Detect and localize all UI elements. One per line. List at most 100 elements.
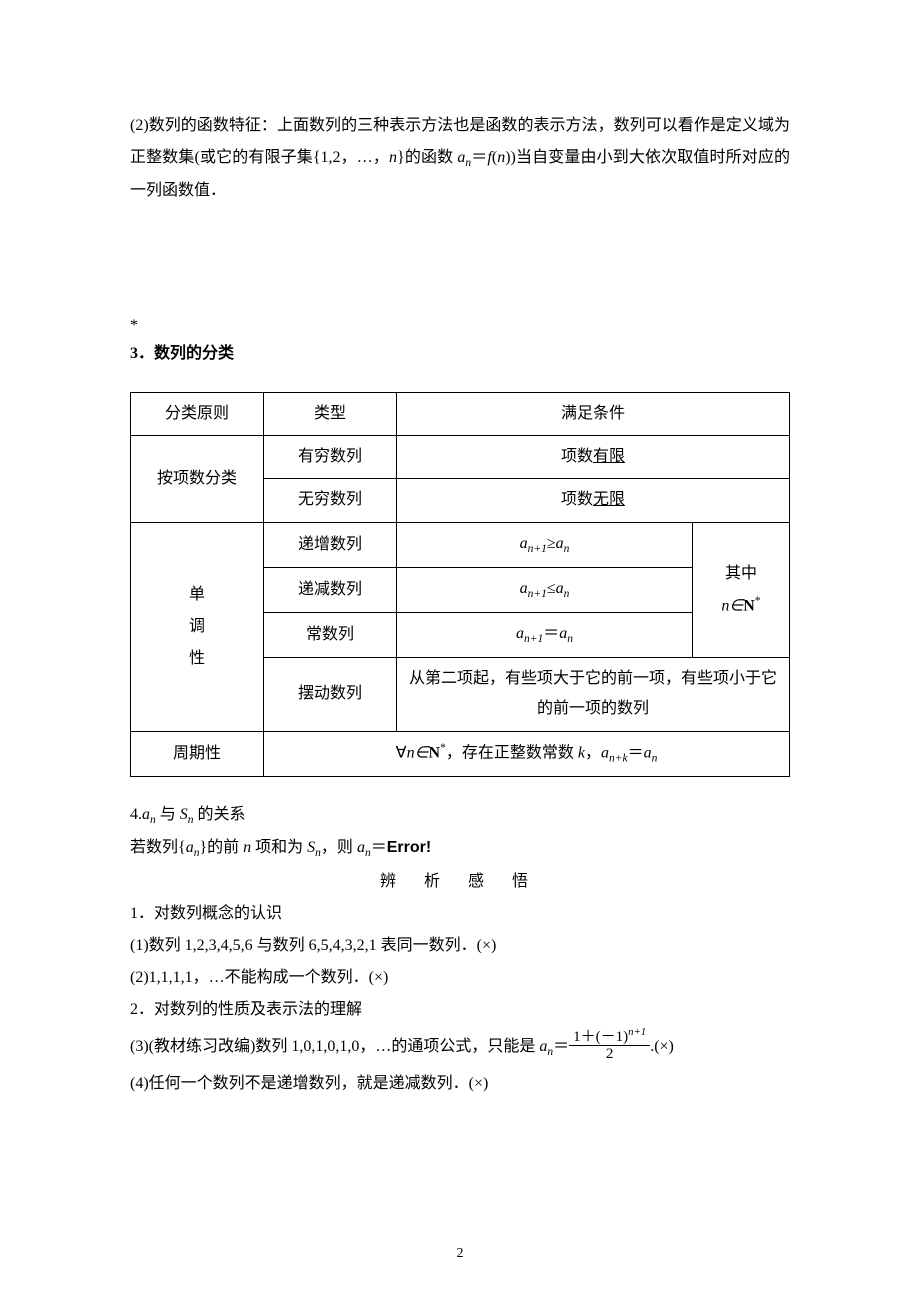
txt: 项数 — [561, 448, 593, 465]
nk: n+k — [609, 752, 628, 764]
sense1-item2: (2)1,1,1,1，…不能构成一个数列．(×) — [130, 962, 790, 994]
s2-3e: .(×) — [650, 1038, 674, 1055]
sense2-title: 2．对数列的性质及表示法的理解 — [130, 994, 790, 1026]
ba: 若数列{ — [130, 839, 186, 856]
np1: n+1 — [528, 588, 547, 600]
a: a — [601, 744, 609, 761]
table-row: 周期性 ∀n∈N*，存在正整数常数 k，an+k＝an — [131, 731, 790, 776]
np1: n+1 — [528, 543, 547, 555]
cell-oscillate: 摆动数列 — [264, 657, 397, 731]
cell-inc-cond: an+1≥an — [397, 522, 693, 567]
forall: ∀ — [396, 744, 407, 761]
bj: a — [357, 839, 365, 856]
error-text: Error! — [387, 839, 431, 856]
gap — [130, 207, 790, 315]
cell-decreasing: 递减数列 — [264, 567, 397, 612]
s2-3a: (3)(教材练习改编)数列 1,0,1,0,1,0，…的通项公式，只能是 — [130, 1038, 539, 1055]
a2: a — [556, 535, 564, 552]
bf: 项和为 — [251, 839, 307, 856]
cell-side-note: 其中 n∈N* — [693, 522, 790, 657]
sense2-item3: (3)(教材练习改编)数列 1,0,1,0,1,0，…的通项公式，只能是 an＝… — [130, 1026, 790, 1068]
fraction: 1＋(－1)n+12 — [569, 1027, 650, 1063]
cell-const-cond: an+1＝an — [397, 612, 693, 657]
cell-finite: 有穷数列 — [264, 436, 397, 479]
cell-increasing: 递增数列 — [264, 522, 397, 567]
asterisk-line: * — [130, 315, 790, 337]
cell-finite-cond: 项数有限 — [397, 436, 790, 479]
op: ≤ — [547, 580, 556, 597]
bl: ＝ — [371, 839, 387, 856]
cell-infinite-cond: 项数无限 — [397, 479, 790, 522]
frac-den: 2 — [569, 1046, 650, 1063]
gap — [130, 777, 790, 799]
cell-periodic: 周期性 — [131, 731, 264, 776]
t-e: S — [180, 806, 188, 823]
side-a: 其中 — [725, 565, 757, 582]
section-4-body: 若数列{an}的前 n 项和为 Sn，则 an＝Error! — [130, 832, 790, 865]
underline-infinite: 无限 — [593, 491, 625, 508]
sense2-item4: (4)任何一个数列不是递增数列，就是递减数列．(×) — [130, 1068, 790, 1100]
op: ≥ — [547, 535, 556, 552]
mono1: 单 — [189, 586, 205, 603]
intro-paragraph: (2)数列的函数特征：上面数列的三种表示方法也是函数的表示方法，数列可以看作是定… — [130, 110, 790, 207]
mono2: 调 — [189, 618, 205, 635]
gap — [130, 370, 790, 392]
bi: ，则 — [321, 839, 357, 856]
side-star: * — [755, 595, 761, 607]
th-type: 类型 — [264, 392, 397, 435]
var-n: n — [389, 149, 397, 166]
n: n — [567, 633, 573, 645]
n: n — [564, 543, 570, 555]
frac-num: 1＋(－1)n+1 — [569, 1027, 650, 1047]
cell-oscillate-desc: 从第二项起，有些项大于它的前一项，有些项小于它的前一项的数列 — [397, 657, 790, 731]
bd: }的前 — [199, 839, 243, 856]
n: n — [652, 752, 658, 764]
k: k — [578, 744, 585, 761]
page: (2)数列的函数特征：上面数列的三种表示方法也是函数的表示方法，数列可以看作是定… — [0, 0, 920, 1302]
cell-periodic-cond: ∀n∈N*，存在正整数常数 k，an+k＝an — [264, 731, 790, 776]
a2: a — [556, 580, 564, 597]
bb: a — [186, 839, 194, 856]
sense1-title: 1．对数列概念的认识 — [130, 898, 790, 930]
cell-monotone: 单 调 性 — [131, 522, 264, 731]
th-condition: 满足条件 — [397, 392, 790, 435]
table-row: 按项数分类 有穷数列 项数有限 — [131, 436, 790, 479]
bg: S — [307, 839, 315, 856]
txt: 项数 — [561, 491, 593, 508]
a: a — [516, 625, 524, 642]
side-c: N — [743, 597, 755, 614]
a: a — [520, 535, 528, 552]
t-a: 4. — [130, 806, 142, 823]
np1: n+1 — [524, 633, 543, 645]
intro-eq: ＝ — [471, 149, 487, 166]
n: n — [564, 588, 570, 600]
N: N — [429, 744, 441, 761]
spaced-heading: 辨 析 感 悟 — [130, 866, 790, 898]
be: n — [243, 839, 251, 856]
intro-text-2: }的函数 — [397, 149, 457, 166]
fna: 1＋(－1) — [573, 1029, 628, 1045]
a2: a — [644, 744, 652, 761]
var-n2: n — [497, 149, 505, 166]
t-b: a — [142, 806, 150, 823]
section-3-title: 3．数列的分类 — [130, 338, 790, 370]
t-d: 与 — [156, 806, 180, 823]
sense1-item1: (1)数列 1,2,3,4,5,6 与数列 6,5,4,3,2,1 表同一数列．… — [130, 930, 790, 962]
section-4-title: 4.an 与 Sn 的关系 — [130, 799, 790, 832]
table-header-row: 分类原则 类型 满足条件 — [131, 392, 790, 435]
page-number: 2 — [0, 1246, 920, 1262]
comma: ， — [585, 744, 601, 761]
cell-dec-cond: an+1≤an — [397, 567, 693, 612]
side-b: n∈ — [721, 597, 743, 614]
eq: ＝ — [628, 744, 644, 761]
cell-constant: 常数列 — [264, 612, 397, 657]
op: ＝ — [543, 625, 559, 642]
nin: n∈ — [407, 744, 429, 761]
s2-3d: ＝ — [553, 1038, 569, 1055]
table-row: 单 调 性 递增数列 an+1≥an 其中 n∈N* — [131, 522, 790, 567]
txt1: ，存在正整数常数 — [446, 744, 578, 761]
fnb: n+1 — [628, 1026, 646, 1038]
t-g: 的关系 — [194, 806, 246, 823]
a: a — [520, 580, 528, 597]
cell-by-count: 按项数分类 — [131, 436, 264, 523]
